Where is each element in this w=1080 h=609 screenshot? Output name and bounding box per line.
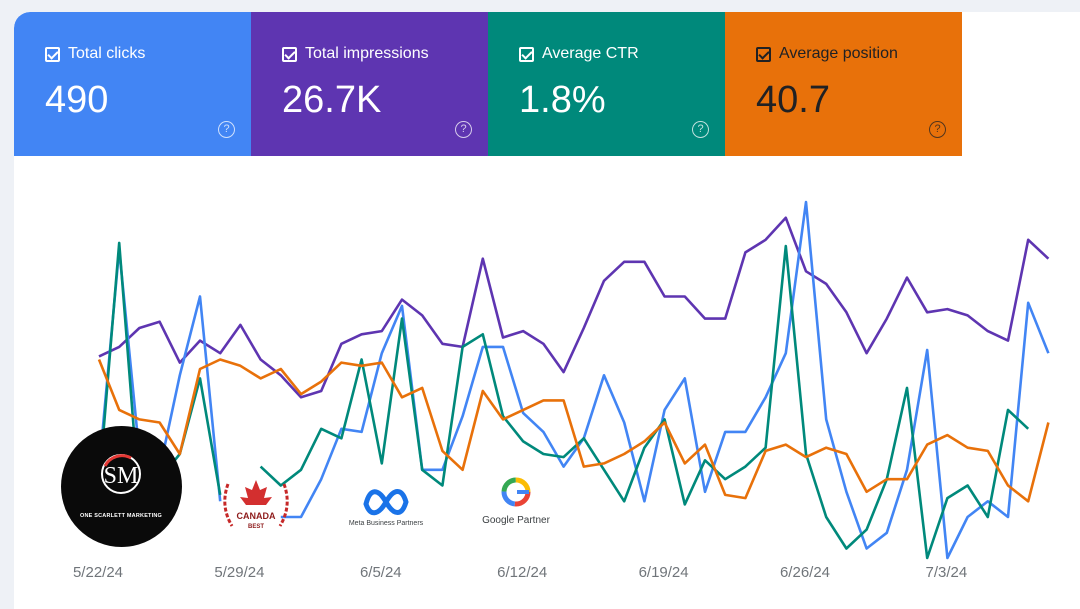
card-value: 490 [45,79,109,121]
meta-business-partners-badge: Meta Business Partners [340,478,432,528]
card-label: Total impressions [305,45,429,62]
card-total-clicks[interactable]: Total clicks 490 ? [14,12,251,156]
card-label: Average CTR [542,45,639,62]
maple-leaf-icon [240,480,272,505]
meta-infinity-icon [363,489,409,516]
checkbox-checked-icon[interactable] [756,46,771,62]
x-tick-label: 6/26/24 [780,564,830,581]
google-partner-badge: Google Partner [474,472,558,532]
checkbox-checked-icon[interactable] [45,46,60,62]
performance-panel: Total clicks 490 ? Total impressions 26.… [14,12,1080,609]
logo-caption: ONE SCARLETT MARKETING [80,513,162,519]
badge-line2: BEST [248,524,264,530]
x-tick-label: 6/19/24 [639,564,689,581]
badge-caption: Google Partner [482,515,550,526]
one-scarlett-marketing-logo: SM ONE SCARLETT MARKETING [61,426,182,547]
metric-cards: Total clicks 490 ? Total impressions 26.… [14,12,962,156]
card-label: Average position [779,45,898,62]
canada-best-badge: CANADA BEST [214,472,298,544]
question-circle-icon[interactable]: ? [455,121,472,138]
card-value: 40.7 [756,79,830,121]
card-average-position[interactable]: Average position 40.7 ? [725,12,962,156]
checkbox-checked-icon[interactable] [282,46,297,62]
question-circle-icon[interactable]: ? [692,121,709,138]
x-tick-label: 5/29/24 [214,564,264,581]
checkbox-checked-icon[interactable] [519,46,534,62]
question-circle-icon[interactable]: ? [929,121,946,138]
performance-line-chart: 5/22/24 5/29/24 6/5/24 6/12/24 6/19/24 6/26/2… [73,200,1050,581]
question-circle-icon[interactable]: ? [218,121,235,138]
x-tick-label: 6/12/24 [497,564,547,581]
logo-mark: SM [104,463,139,489]
x-tick-label: 5/22/24 [73,564,123,581]
x-tick-label: 6/5/24 [360,564,402,581]
badge-caption: Meta Business Partners [349,520,424,527]
series-line-total-impressions [98,216,1050,399]
card-label: Total clicks [68,45,146,62]
card-value: 26.7K [282,79,382,121]
card-average-ctr[interactable]: Average CTR 1.8% ? [488,12,725,156]
badge-line1: CANADA [237,511,276,521]
card-total-impressions[interactable]: Total impressions 26.7K ? [251,12,488,156]
x-tick-label: 7/3/24 [926,564,968,581]
series-line-average-ctr [259,244,1030,560]
series-line-average-position [97,358,1050,503]
chart-series [97,200,1050,560]
x-axis-ticks: 5/22/24 5/29/24 6/5/24 6/12/24 6/19/24 6/26/2… [73,564,967,581]
card-value: 1.8% [519,79,606,121]
